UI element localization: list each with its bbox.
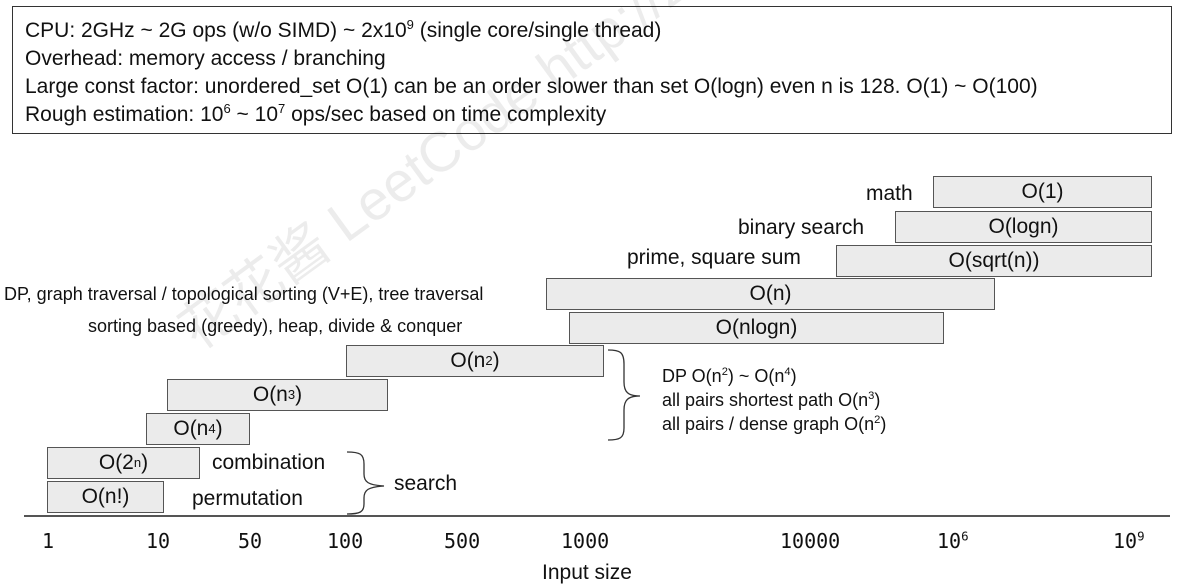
note-all-pairs-shortest-path: all pairs shortest path O(n3)	[662, 390, 881, 410]
tick-10000: 10000	[780, 529, 841, 553]
tick-10-9: 109	[1113, 528, 1145, 553]
tick-10: 10	[146, 529, 171, 553]
complexity-box-osqrtn: O(sqrt(n))	[836, 245, 1152, 277]
label-search: search	[394, 472, 458, 495]
summary-box: CPU: 2GHz ~ 2G ops (w/o SIMD) ~ 2x109 (s…	[12, 6, 1172, 134]
complexity-box-o2n: O(2 n)	[47, 447, 200, 479]
complexity-box-o1: O(1)	[933, 176, 1152, 208]
complexity-box-on4: O(n 4)	[146, 413, 250, 445]
search-brace	[346, 451, 385, 515]
complexity-box-on2: O(n 2)	[346, 345, 604, 377]
label-combination: combination	[212, 451, 326, 474]
tick-1: 1	[42, 529, 55, 553]
axis-title: Input size	[542, 561, 632, 584]
label-binary-search: binary search	[738, 216, 865, 239]
rough-estimation-line: Rough estimation: 106 ~ 107 ops/sec base…	[25, 100, 607, 126]
tick-10-6: 106	[937, 528, 969, 553]
const-factor-line: Large const factor: unordered_set O(1) c…	[25, 75, 1038, 98]
complexity-box-on: O(n)	[546, 278, 995, 310]
label-prime-square-sum: prime, square sum	[627, 246, 801, 269]
axis-line	[24, 515, 1170, 517]
poly-brace	[607, 349, 641, 441]
label-dp-graph-traversal: DP, graph traversal / topological sortin…	[4, 284, 484, 304]
tick-50: 50	[238, 529, 263, 553]
label-permutation: permutation	[192, 487, 303, 510]
tick-500: 500	[444, 529, 481, 553]
complexity-box-onlogn: O(nlogn)	[569, 312, 944, 344]
overhead-line: Overhead: memory access / branching	[25, 47, 386, 70]
complexity-box-onfact: O(n!)	[47, 481, 164, 513]
label-math: math	[866, 182, 913, 205]
cpu-line: CPU: 2GHz ~ 2G ops (w/o SIMD) ~ 2x109 (s…	[25, 16, 662, 42]
note-dense-graph: all pairs / dense graph O(n2)	[662, 414, 887, 434]
label-sorting-based: sorting based (greedy), heap, divide & c…	[88, 316, 463, 336]
note-dp-range: DP O(n2) ~ O(n4)	[662, 366, 797, 386]
tick-1000: 1000	[561, 529, 610, 553]
tick-100: 100	[327, 529, 364, 553]
complexity-box-ologn: O(logn)	[895, 211, 1152, 243]
complexity-box-on3: O(n 3)	[167, 379, 388, 411]
